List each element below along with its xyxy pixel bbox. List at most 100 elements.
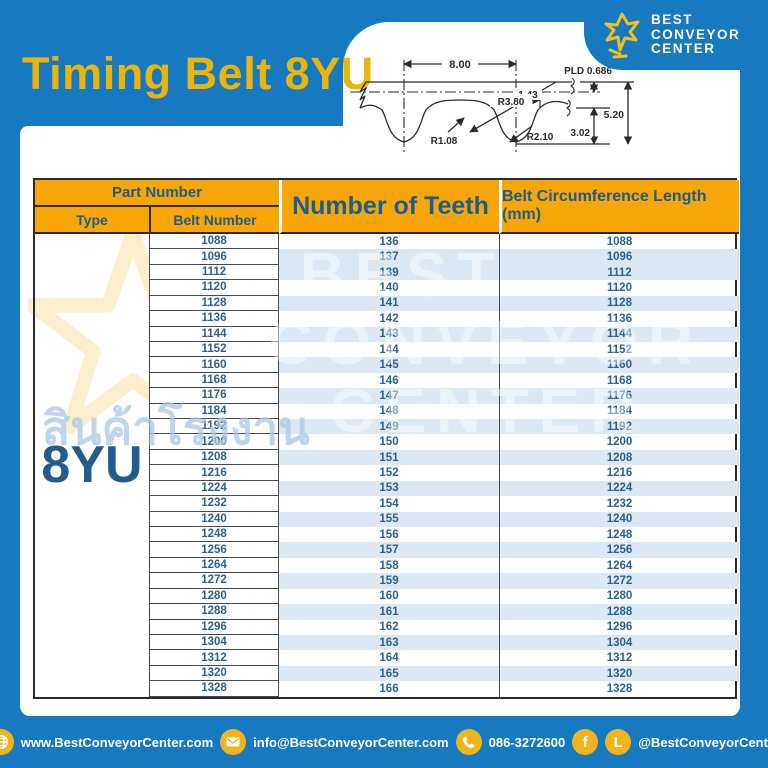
belt-number-cell: 1272: [149, 573, 279, 589]
header-belt-circumference: Belt Circumference Length (mm): [499, 180, 739, 234]
logo-line-3: Center: [651, 41, 716, 57]
teeth-cell: 142: [379, 312, 399, 325]
teeth-cell: 154: [379, 497, 399, 510]
length-cell: 1248: [499, 527, 739, 543]
belt-number-cell: 1320: [149, 665, 279, 682]
teeth-cell: 136: [379, 235, 399, 248]
header-belt-number: Belt Number: [149, 207, 279, 234]
length-cell: 1192: [499, 419, 739, 435]
length-cell: 1184: [499, 403, 739, 420]
star-figure-icon: [604, 12, 640, 59]
dim-tooth-height: 3.02: [571, 128, 591, 139]
belt-number-cell: 1248: [149, 527, 279, 543]
footer-contact-bar: www.BestConveyorCenter.com info@BestConv…: [0, 716, 768, 768]
belt-number-cell: 1168: [149, 372, 279, 389]
logo-line-1: Best: [651, 12, 694, 28]
dim-pld: PLD 0.686: [564, 66, 612, 77]
length-cell: 1264: [499, 557, 739, 574]
length-cell: 1120: [499, 280, 739, 296]
header-type: Type: [35, 207, 149, 234]
length-cell: 1328: [499, 681, 739, 697]
belt-profile-diagram: 8.00 1.43 PLD 0.686 R3.80 R1.08 R2.10 3.…: [350, 57, 634, 154]
logo-line-2: Conveyor: [651, 26, 741, 42]
globe-icon: [0, 729, 14, 755]
teeth-cell: 145: [279, 357, 499, 373]
belt-number-cell: 1192: [149, 419, 279, 435]
length-cell: 1088: [499, 234, 739, 250]
footer-website[interactable]: www.BestConveyorCenter.com: [20, 734, 214, 750]
logo: Best Conveyor Center: [584, 0, 768, 70]
belt-number-cell: 1112: [149, 264, 279, 281]
line-icon: L: [605, 729, 632, 755]
belt-number-cell: 1088: [149, 234, 279, 250]
belt-number-cell: 1224: [149, 480, 279, 497]
teeth-cell: 157: [279, 542, 499, 558]
teeth-cell: 147: [279, 388, 499, 404]
dim-belt-height: 5.20: [604, 109, 625, 121]
length-cell: 1200: [499, 434, 739, 450]
belt-number-cell: 1304: [149, 634, 279, 651]
teeth-cell: 149: [279, 419, 499, 435]
belt-number-cell: 1328: [149, 681, 279, 697]
footer-social-handle[interactable]: @BestConveyorCenter: [638, 734, 768, 750]
teeth-cell: 139: [279, 264, 499, 281]
belt-number-cell: 1136: [149, 311, 279, 327]
teeth-cell: 158: [379, 559, 399, 572]
phone-icon: [455, 729, 482, 755]
footer-phone[interactable]: 086-3272600: [488, 734, 566, 750]
length-cell: 1216: [499, 465, 739, 481]
belt-number-cell: 1200: [149, 434, 279, 450]
teeth-cell: 165: [279, 665, 499, 682]
teeth-cell: 159: [279, 573, 499, 589]
teeth-cell: 156: [379, 528, 399, 541]
length-cell: 1272: [499, 573, 739, 589]
belt-number-cell: 1120: [149, 280, 279, 296]
facebook-icon: f: [572, 729, 599, 755]
teeth-cell: 153: [279, 480, 499, 497]
teeth-cell: 160: [379, 590, 399, 603]
belt-number-cell: 1152: [149, 341, 279, 358]
belt-number-cell: 1240: [149, 511, 279, 528]
belt-number-cell: 1296: [149, 619, 279, 635]
length-cell: 1312: [499, 650, 739, 666]
belt-number-cell: 1232: [149, 496, 279, 512]
belt-number-cell: 1256: [149, 542, 279, 558]
teeth-cell: 144: [379, 343, 399, 356]
dim-pitch: 8.00: [449, 59, 470, 71]
footer-email[interactable]: info@BestConveyorCenter.com: [253, 734, 449, 750]
type-value-cell: 8YU: [41, 436, 143, 495]
belt-number-cell: 1216: [149, 465, 279, 481]
dim-r108: R1.08: [431, 136, 458, 147]
teeth-cell: 155: [279, 511, 499, 528]
length-cell: 1128: [499, 295, 739, 312]
header-number-of-teeth: Number of Teeth: [279, 180, 499, 234]
length-cell: 1112: [499, 264, 739, 281]
teeth-cell: 164: [379, 652, 399, 665]
belt-number-cell: 1096: [149, 249, 279, 265]
teeth-cell: 148: [379, 405, 399, 418]
length-cell: 1168: [499, 372, 739, 389]
length-cell: 1176: [499, 388, 739, 404]
length-cell: 1096: [499, 249, 739, 265]
header-part-number: Part Number: [35, 180, 279, 207]
length-cell: 1280: [499, 588, 739, 605]
belt-number-cell: 1144: [149, 326, 279, 342]
length-cell: 1232: [499, 496, 739, 512]
belt-number-cell: 1288: [149, 604, 279, 620]
length-cell: 1224: [499, 480, 739, 497]
belt-number-cell: 1160: [149, 357, 279, 373]
spec-table: Part Number Type Belt Number Number of T…: [33, 178, 739, 699]
belt-number-cell: 1264: [149, 557, 279, 574]
teeth-cell: 137: [279, 249, 499, 265]
length-cell: 1256: [499, 542, 739, 558]
teeth-cell: 161: [279, 604, 499, 620]
length-cell: 1240: [499, 511, 739, 528]
belt-number-cell: 1208: [149, 449, 279, 466]
teeth-cell: 141: [279, 295, 499, 312]
length-cell: 1208: [499, 449, 739, 466]
length-cell: 1320: [499, 665, 739, 682]
belt-number-cell: 1280: [149, 588, 279, 605]
length-cell: 1304: [499, 634, 739, 651]
teeth-cell: 150: [379, 436, 399, 449]
teeth-cell: 162: [379, 621, 399, 634]
